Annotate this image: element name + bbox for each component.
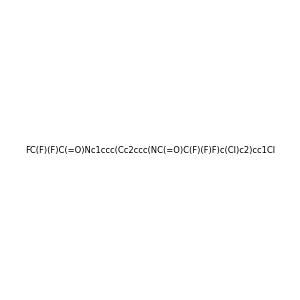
Text: FC(F)(F)C(=O)Nc1ccc(Cc2ccc(NC(=O)C(F)(F)F)c(Cl)c2)cc1Cl: FC(F)(F)C(=O)Nc1ccc(Cc2ccc(NC(=O)C(F)(F)… xyxy=(25,146,275,154)
